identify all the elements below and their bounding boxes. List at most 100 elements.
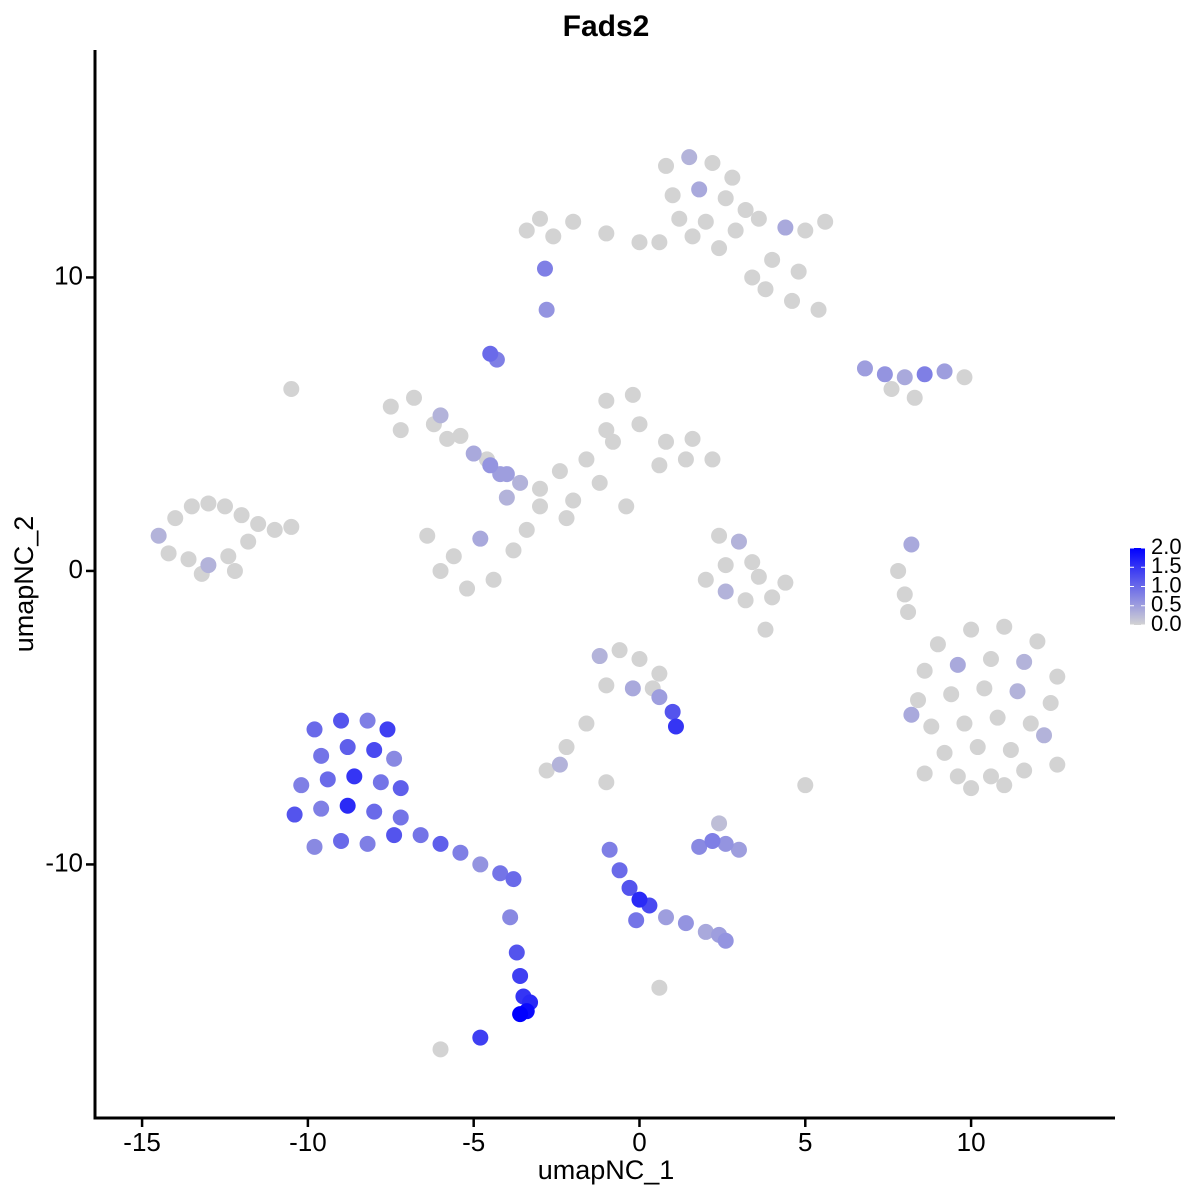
cell-point — [1002, 741, 1019, 758]
cell-point — [664, 187, 681, 204]
cell-point — [1042, 695, 1059, 712]
cell-point — [711, 240, 728, 257]
cell-point — [392, 780, 409, 797]
cell-point — [628, 912, 645, 929]
cell-point — [216, 498, 233, 515]
cell-point — [532, 480, 549, 497]
cell-point — [876, 366, 893, 383]
points — [150, 149, 1066, 1058]
cell-point — [598, 677, 615, 694]
cell-point — [150, 527, 167, 544]
cell-point — [485, 571, 502, 588]
cell-point — [366, 803, 383, 820]
cell-point — [508, 944, 525, 961]
y-tick-label: 0 — [69, 554, 83, 584]
cell-point — [737, 592, 754, 609]
cell-point — [956, 369, 973, 386]
cell-point — [512, 1006, 529, 1023]
cell-point — [220, 548, 237, 565]
cell-point — [658, 909, 675, 926]
cell-point — [512, 967, 529, 984]
cell-point — [631, 650, 648, 667]
cell-point — [591, 648, 608, 665]
cell-point — [916, 765, 933, 782]
cell-point — [697, 213, 714, 230]
cell-point — [684, 228, 701, 245]
cell-point — [452, 844, 469, 861]
cell-point — [784, 292, 801, 309]
cell-point — [777, 219, 794, 236]
cell-point — [333, 832, 350, 849]
cell-point — [757, 281, 774, 298]
cell-point — [764, 589, 781, 606]
cell-point — [651, 689, 668, 706]
cell-point — [1009, 683, 1026, 700]
cell-point — [923, 718, 940, 735]
cell-point — [750, 210, 767, 227]
cell-point — [293, 777, 310, 794]
cell-point — [697, 571, 714, 588]
cell-point — [160, 545, 177, 562]
cell-point — [250, 515, 267, 532]
cell-point — [545, 228, 562, 245]
cell-point — [482, 345, 499, 362]
cell-point — [936, 363, 953, 380]
cell-point — [711, 527, 728, 544]
cell-point — [591, 474, 608, 491]
cell-point — [737, 201, 754, 218]
cell-point — [532, 498, 549, 515]
cell-point — [167, 510, 184, 527]
cell-point — [969, 739, 986, 756]
cell-point — [518, 222, 535, 239]
cell-point — [916, 662, 933, 679]
cell-point — [896, 369, 913, 386]
cell-point — [405, 389, 422, 406]
cell-point — [578, 451, 595, 468]
cell-point — [906, 389, 923, 406]
cell-point — [492, 865, 509, 882]
chart-title: Fads2 — [563, 10, 650, 43]
cell-point — [631, 891, 648, 908]
cell-point — [903, 536, 920, 553]
cell-point — [750, 568, 767, 585]
cell-point — [512, 474, 529, 491]
cell-point — [611, 862, 628, 879]
cell-point — [1049, 756, 1066, 773]
cell-point — [883, 380, 900, 397]
cell-point — [306, 721, 323, 738]
cell-point — [412, 827, 429, 844]
cell-point — [982, 650, 999, 667]
cell-point — [313, 800, 330, 817]
cell-point — [339, 797, 356, 814]
cell-point — [445, 548, 462, 565]
y-tick-label: -10 — [45, 847, 83, 877]
cell-point — [691, 181, 708, 198]
cell-point — [502, 909, 519, 926]
cell-point — [996, 618, 1013, 635]
cell-point — [730, 841, 747, 858]
cell-point — [658, 157, 675, 174]
cell-point — [677, 451, 694, 468]
cell-point — [717, 557, 734, 574]
cell-point — [598, 774, 615, 791]
cell-point — [578, 715, 595, 732]
cell-point — [439, 430, 456, 447]
cell-point — [392, 422, 409, 439]
cell-point — [618, 498, 635, 515]
cell-point — [982, 768, 999, 785]
cell-point — [658, 433, 675, 450]
cell-point — [744, 554, 761, 571]
cell-point — [727, 222, 744, 239]
colorbar-label: 2.0 — [1151, 534, 1182, 559]
cell-point — [717, 583, 734, 600]
cell-point — [180, 551, 197, 568]
cell-point — [432, 407, 449, 424]
cell-point — [956, 715, 973, 732]
cell-point — [1029, 633, 1046, 650]
cell-point — [518, 521, 535, 538]
cell-point — [1036, 727, 1053, 744]
cell-point — [717, 835, 734, 852]
cell-point — [313, 747, 330, 764]
cell-point — [896, 586, 913, 603]
